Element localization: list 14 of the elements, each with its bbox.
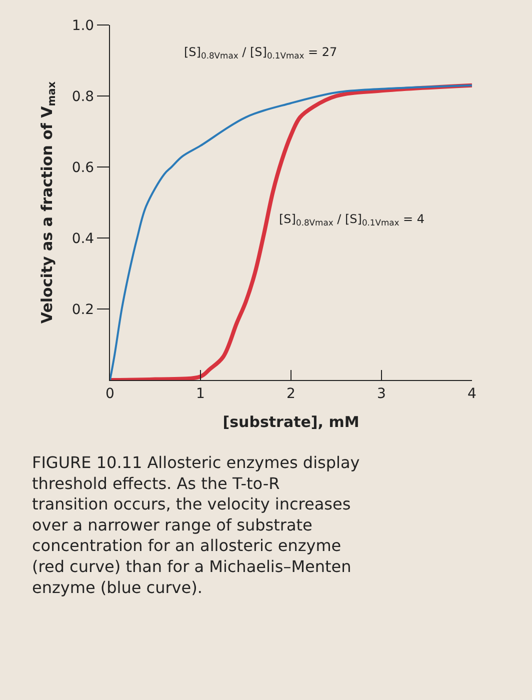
y-tick-label: 0.8 [72, 88, 94, 105]
y-tick-label: 0.2 [72, 302, 94, 318]
x-tick-label: 4 [468, 386, 477, 402]
annotation: [S]$_{0.8Vmax}$ / [S]$_{0.1Vmax}$ = 4 [279, 212, 425, 228]
x-tick-label: 2 [286, 386, 296, 402]
annotation: [S]$_{0.8Vmax}$ / [S]$_{0.1Vmax}$ = 27 [184, 45, 338, 61]
caption: FIGURE 10.11 Allosteric enzymes display threshold effects. As the T-to-R transition occurs, the velocity increases over a narrower range of substrate concentration for an allosteric enzyme (red curve) than for a Michaelis–Menten enzyme (blue curve). [32, 453, 360, 597]
x-tick-label: 0 [106, 386, 114, 402]
x-tick-label: 1 [196, 386, 205, 402]
x-axis-title: [substrate], mM [222, 412, 360, 431]
x-tick-label: 3 [377, 386, 386, 402]
y-tick-label: 0.4 [72, 230, 94, 247]
y-tick-label: 0.6 [72, 160, 94, 176]
y-tick-label: 1.0 [72, 18, 94, 34]
